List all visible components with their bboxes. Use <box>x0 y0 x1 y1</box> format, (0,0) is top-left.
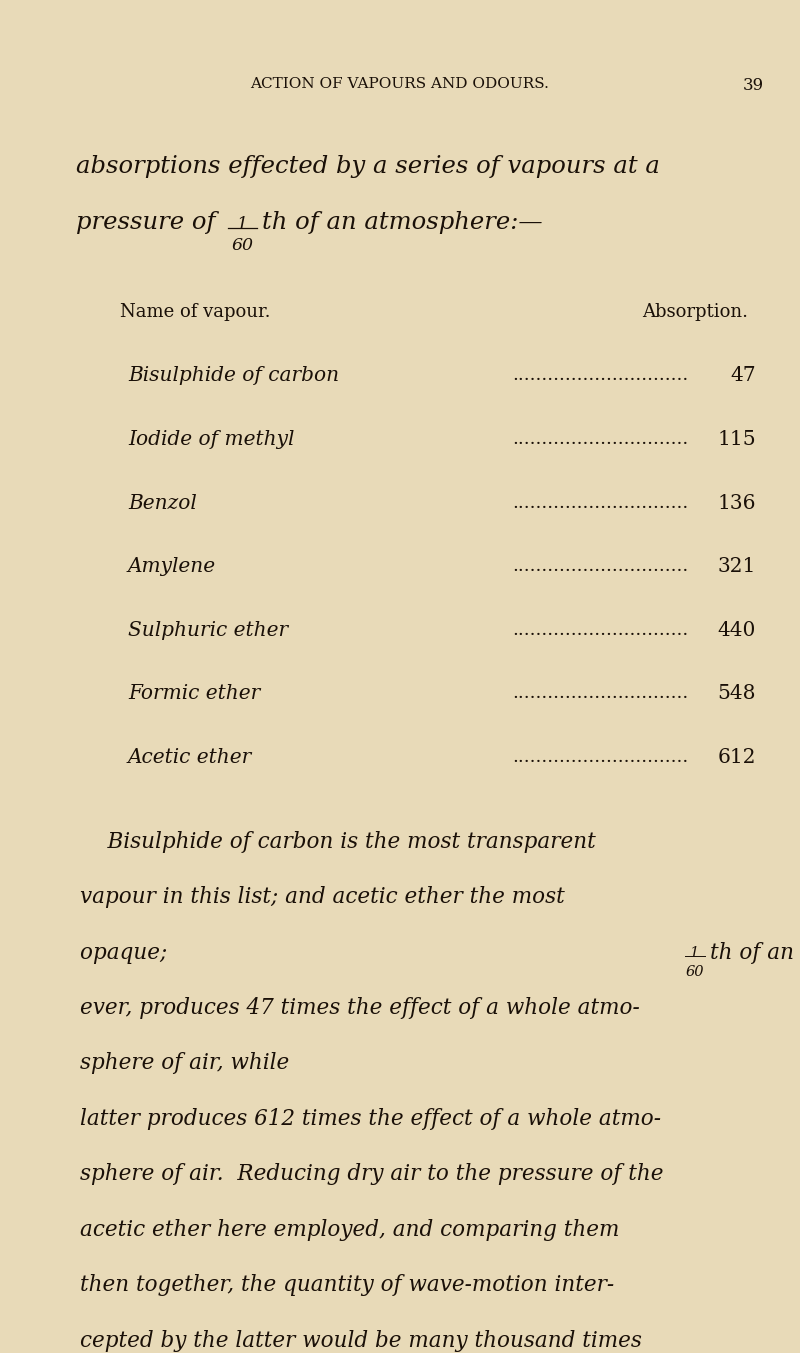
Text: opaque;: opaque; <box>80 942 174 963</box>
Text: Acetic ether: Acetic ether <box>128 748 252 767</box>
Text: latter produces 612 times the effect of a whole atmo-: latter produces 612 times the effect of … <box>80 1108 661 1130</box>
Text: 60: 60 <box>231 237 254 253</box>
Text: ACTION OF VAPOURS AND ODOURS.: ACTION OF VAPOURS AND ODOURS. <box>250 77 550 92</box>
Text: 1: 1 <box>237 216 248 233</box>
Text: 612: 612 <box>718 748 756 767</box>
Text: Bisulphide of carbon: Bisulphide of carbon <box>128 367 339 386</box>
Text: 60: 60 <box>686 965 704 978</box>
Text: acetic ether here employed, and comparing them: acetic ether here employed, and comparin… <box>80 1219 619 1241</box>
Text: Absorption.: Absorption. <box>642 303 748 321</box>
Text: Amylene: Amylene <box>128 557 216 576</box>
Text: 321: 321 <box>718 557 756 576</box>
Text: 39: 39 <box>743 77 764 95</box>
Text: 1: 1 <box>690 946 700 959</box>
Text: vapour in this list; and acetic ether the most: vapour in this list; and acetic ether th… <box>80 886 565 908</box>
Text: Name of vapour.: Name of vapour. <box>120 303 270 321</box>
Text: ..............................: .............................. <box>512 557 688 575</box>
Text: ever, produces 47 times the effect of a whole atmo-: ever, produces 47 times the effect of a … <box>80 997 640 1019</box>
Text: ..............................: .............................. <box>512 748 688 766</box>
Text: then together, the quantity of wave-motion inter-: then together, the quantity of wave-moti… <box>80 1275 614 1296</box>
Text: th of an atmosphere:—: th of an atmosphere:— <box>262 211 542 234</box>
Text: sphere of air.  Reducing dry air to the pressure of the: sphere of air. Reducing dry air to the p… <box>80 1164 663 1185</box>
Text: absorptions effected by a series of vapours at a: absorptions effected by a series of vapo… <box>76 156 660 179</box>
Text: th of an atmosphere of the former, how-: th of an atmosphere of the former, how- <box>710 942 800 963</box>
Text: cepted by the latter would be many thousand times: cepted by the latter would be many thous… <box>80 1330 642 1352</box>
Text: Benzol: Benzol <box>128 494 197 513</box>
Text: ..............................: .............................. <box>512 494 688 511</box>
Text: 47: 47 <box>730 367 756 386</box>
Text: sphere of air, while: sphere of air, while <box>80 1053 296 1074</box>
Text: pressure of: pressure of <box>76 211 223 234</box>
Text: 440: 440 <box>718 621 756 640</box>
Text: 548: 548 <box>718 685 756 704</box>
Text: Formic ether: Formic ether <box>128 685 260 704</box>
Text: ..............................: .............................. <box>512 430 688 448</box>
Text: Iodide of methyl: Iodide of methyl <box>128 430 294 449</box>
Text: 136: 136 <box>718 494 756 513</box>
Text: ..............................: .............................. <box>512 685 688 702</box>
Text: Bisulphide of carbon is the most transparent: Bisulphide of carbon is the most transpa… <box>80 831 596 852</box>
Text: ..............................: .............................. <box>512 621 688 639</box>
Text: 115: 115 <box>718 430 756 449</box>
Text: ..............................: .............................. <box>512 367 688 384</box>
Text: Sulphuric ether: Sulphuric ether <box>128 621 288 640</box>
